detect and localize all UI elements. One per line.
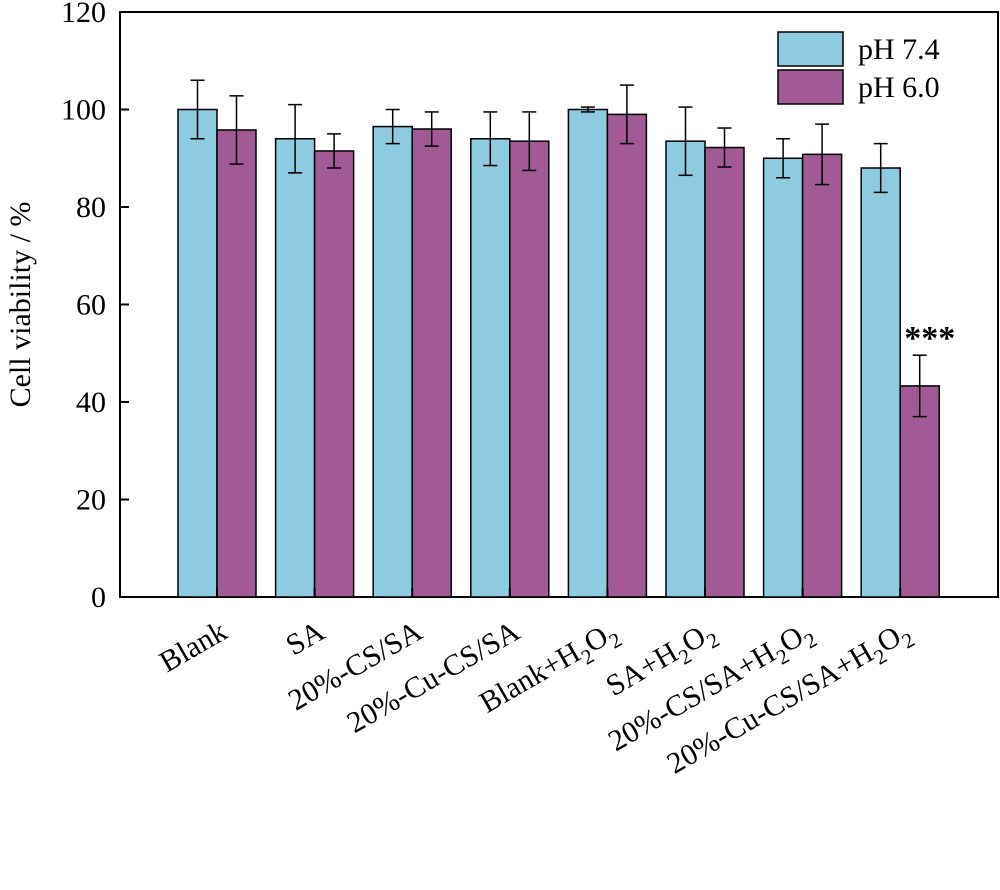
bar-ph74 [860, 167, 901, 598]
bar-ph60 [704, 146, 745, 598]
x-tick-label: SA [280, 614, 330, 662]
bar-ph60 [899, 385, 940, 598]
y-tick-label: 120 [61, 0, 106, 29]
bar-ph60 [801, 153, 843, 598]
bar-ph74 [567, 108, 609, 598]
legend-label: pH 7.4 [858, 33, 940, 66]
plot-area: 0 20 40 60 80 100 120 Cell viability / % Blank SA… [4, 0, 999, 780]
y-tick-label: 60 [76, 289, 106, 322]
legend-label: pH 6.0 [858, 71, 940, 104]
y-axis-title: Cell viability / % [4, 202, 37, 408]
y-tick-label: 40 [76, 386, 106, 419]
bar-ph60 [509, 140, 550, 598]
bar-ph74 [470, 138, 511, 598]
legend-swatch-ph60 [777, 69, 844, 105]
x-tick-label: Blank [154, 614, 233, 678]
bar-ph74 [372, 125, 413, 598]
legend-swatch-ph74 [777, 31, 844, 67]
bar-ph60 [313, 150, 355, 598]
bar-ph74 [177, 108, 218, 598]
bar-ph74 [665, 140, 706, 598]
bar-ph60 [411, 128, 452, 598]
significance-marker: *** [904, 320, 955, 357]
legend: pH 7.4 pH 6.0 [777, 31, 940, 105]
bar-ph60 [606, 113, 648, 598]
y-tick-label: 20 [76, 484, 106, 517]
bar-ph74 [762, 157, 804, 598]
y-tick-label: 80 [76, 191, 106, 224]
y-tick-label: 0 [91, 581, 106, 614]
bar-ph60 [216, 129, 257, 598]
bar-ph74 [274, 138, 316, 598]
y-tick-label: 100 [61, 94, 106, 127]
